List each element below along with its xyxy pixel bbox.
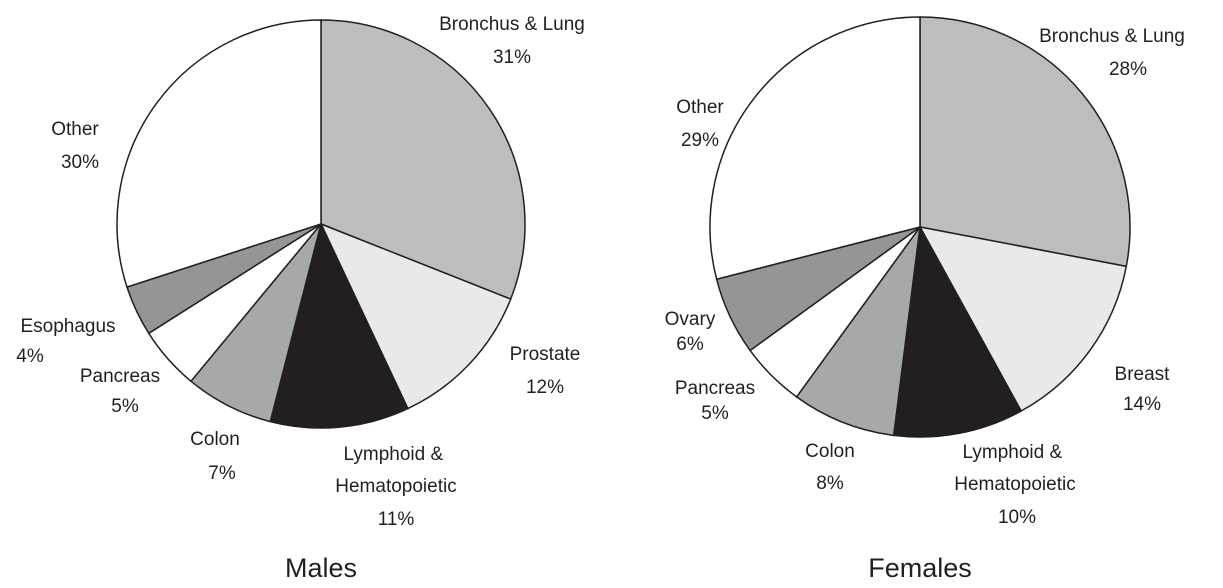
slice-label: Other: [676, 97, 724, 118]
slice-value-label: 7%: [208, 463, 236, 484]
slice-label: Prostate: [510, 344, 581, 365]
pie-slice: [795, 226, 921, 437]
slice-value-label: 11%: [378, 509, 415, 530]
slice-value-label: 29%: [681, 130, 719, 151]
slice-label-line: Hematopoietic: [954, 474, 1075, 495]
slice-value-label: 14%: [1123, 394, 1161, 415]
slice-label: Breast: [1115, 364, 1171, 385]
slice-label: Colon: [805, 441, 855, 462]
slice-value-label: 28%: [1109, 59, 1147, 80]
slice-label: Pancreas: [80, 366, 160, 387]
pie-slice: [709, 16, 921, 281]
slice-value-label: 8%: [816, 473, 844, 494]
chart-title: Females: [868, 553, 972, 583]
slice-label: Colon: [190, 429, 240, 450]
slice-value-label: 5%: [701, 403, 729, 424]
slice-label-line: Hematopoietic: [335, 476, 456, 497]
slice-value-label: 10%: [998, 507, 1036, 528]
slice-label: Other: [51, 119, 99, 140]
slice-label-line: Lymphoid &: [963, 442, 1068, 463]
slice-value-label: 5%: [111, 396, 139, 417]
pie-slice: [269, 221, 409, 429]
slice-value-label: 31%: [493, 47, 531, 68]
slice-label: Lymphoid & Hematopoietic: [954, 442, 1075, 495]
slice-value-label: 30%: [61, 152, 99, 173]
pie-slice: [116, 19, 322, 288]
chart-title: Males: [285, 553, 357, 583]
pie-slice: [892, 224, 1023, 438]
slice-label-line: Lymphoid &: [344, 444, 449, 465]
pie-slice: [319, 222, 512, 410]
pie-slice: [918, 225, 1128, 413]
slice-label: Lymphoid & Hematopoietic: [335, 444, 456, 497]
slice-label: Bronchus & Lung: [439, 14, 585, 35]
slice-label: Bronchus & Lung: [1039, 26, 1185, 47]
slice-value-label: 6%: [676, 334, 704, 355]
slice-value-label: 12%: [526, 377, 564, 398]
slice-label: Ovary: [665, 309, 716, 330]
slice-label: Pancreas: [675, 378, 755, 399]
pie-slice: [320, 19, 526, 301]
slice-value-label: 4%: [16, 346, 44, 367]
pie-slice: [919, 16, 1131, 268]
slice-label: Esophagus: [20, 316, 115, 337]
